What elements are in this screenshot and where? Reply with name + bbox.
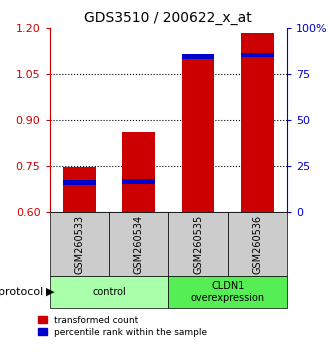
Bar bbox=[241, 52, 274, 57]
Bar bbox=[63, 167, 96, 212]
Bar bbox=[182, 55, 214, 212]
Bar bbox=[168, 212, 228, 276]
Bar bbox=[50, 212, 109, 276]
Bar bbox=[122, 132, 155, 212]
Text: protocol: protocol bbox=[0, 287, 43, 297]
Bar bbox=[63, 180, 96, 185]
Bar bbox=[168, 276, 287, 308]
Bar bbox=[50, 276, 168, 308]
Text: GSM260535: GSM260535 bbox=[193, 215, 203, 274]
Text: CLDN1
overexpression: CLDN1 overexpression bbox=[191, 281, 265, 303]
Text: GSM260533: GSM260533 bbox=[74, 215, 84, 274]
Title: GDS3510 / 200622_x_at: GDS3510 / 200622_x_at bbox=[84, 11, 252, 24]
Text: control: control bbox=[92, 287, 126, 297]
Bar bbox=[228, 212, 287, 276]
Text: GSM260536: GSM260536 bbox=[252, 215, 262, 274]
Text: ▶: ▶ bbox=[46, 287, 55, 297]
Bar bbox=[122, 179, 155, 184]
Bar bbox=[241, 33, 274, 212]
Bar bbox=[182, 54, 214, 59]
Bar bbox=[109, 212, 168, 276]
Legend: transformed count, percentile rank within the sample: transformed count, percentile rank withi… bbox=[38, 316, 207, 337]
Text: GSM260534: GSM260534 bbox=[134, 215, 144, 274]
